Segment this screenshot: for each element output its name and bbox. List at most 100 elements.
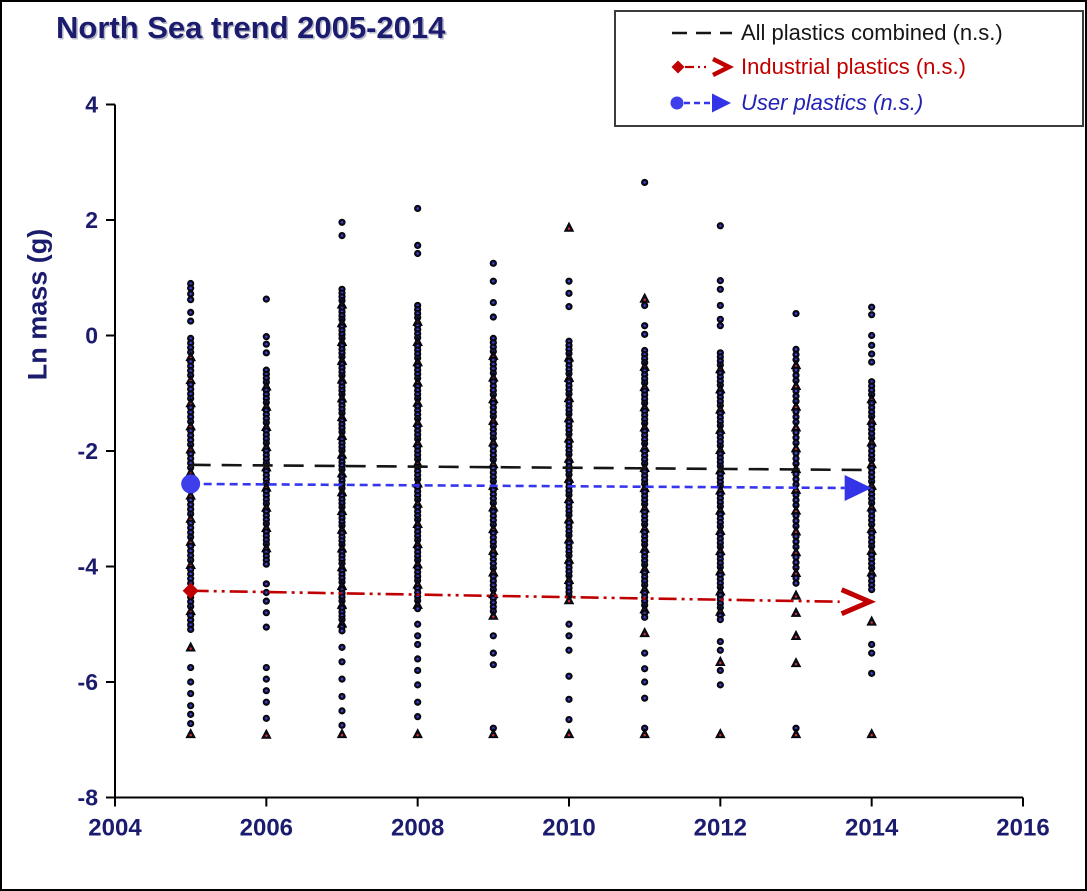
- scatter-point-circle-core: [265, 351, 268, 355]
- scatter-point-circle-core: [492, 558, 495, 561]
- scatter-point-circle-core: [189, 364, 192, 368]
- scatter-point-circle-core: [189, 545, 192, 548]
- scatter-point-circle-core: [492, 467, 495, 470]
- scatter-point-circle-core: [492, 402, 495, 405]
- scatter-point-circle-core: [492, 432, 495, 435]
- scatter-point-circle-core: [492, 493, 495, 496]
- scatter-point-circle-core: [189, 388, 192, 391]
- scatter-point-circle-core: [265, 701, 268, 704]
- scatter-point-circle-core: [870, 553, 873, 557]
- scatter-point-circle-core: [567, 649, 571, 652]
- x-tick-label: 2010: [542, 815, 595, 842]
- scatter-point-triangle: [185, 728, 196, 739]
- scatter-point-triangle-core: [719, 733, 722, 737]
- scatter-point-circle-core: [189, 526, 192, 530]
- scatter-point-circle-core: [643, 651, 646, 655]
- scatter-point-triangle-core: [643, 632, 646, 636]
- scatter-point-circle-core: [416, 643, 419, 646]
- scatter-point-circle-core: [265, 591, 268, 594]
- x-tick-label: 2004: [88, 815, 142, 842]
- scatter-point-circle-core: [794, 374, 798, 377]
- scatter-point-circle-core: [870, 497, 873, 500]
- scatter-point-circle-core: [189, 392, 192, 396]
- legend-item-user-plastics: User plastics (n.s.): [616, 88, 1078, 118]
- scatter-point-circle-core: [794, 312, 798, 315]
- scatter-point-circle-core: [416, 701, 419, 704]
- trend-line-industrial: [190, 589, 840, 604]
- scatter-point-circle-core: [189, 434, 192, 437]
- scatter-point-circle-core: [265, 599, 268, 603]
- scatter-point-circle-core: [794, 452, 798, 455]
- scatter-point-circle-core: [340, 234, 344, 237]
- scatter-point-circle-core: [719, 669, 722, 672]
- scatter-point-circle-core: [189, 704, 192, 707]
- scatter-point-circle-core: [870, 562, 873, 565]
- scatter-point-circle-core: [567, 623, 571, 626]
- scatter-point-circle-core: [492, 337, 495, 340]
- scatter-point-triangle-core: [643, 298, 646, 301]
- scatter-point-circle-core: [492, 280, 495, 283]
- scatter-point-circle-core: [492, 584, 495, 587]
- scatter-point-circle-core: [265, 582, 268, 586]
- scatter-point-circle-core: [794, 561, 798, 564]
- scatter-point-circle-core: [492, 510, 495, 513]
- scatter-point-triangle-core: [794, 612, 798, 616]
- scatter-point-circle-core: [492, 380, 495, 383]
- scatter-point-circle-core: [643, 304, 646, 307]
- scatter-point-circle-core: [416, 657, 419, 661]
- scatter-point-circle-core: [492, 384, 495, 388]
- scatter-point-circle-core: [492, 471, 495, 474]
- scatter-point-circle-core: [492, 410, 495, 414]
- trend-line-user: [190, 482, 845, 490]
- scatter-point-circle-core: [189, 503, 192, 506]
- scatter-point-circle-core: [870, 510, 873, 513]
- scatter-point-circle-core: [189, 577, 192, 580]
- scatter-point-circle-core: [794, 535, 798, 538]
- scatter-point-circle-core: [870, 423, 873, 427]
- scatter-point-circle-core: [492, 406, 495, 409]
- scatter-point-circle-core: [794, 415, 798, 419]
- scatter-point-circle-core: [643, 696, 646, 700]
- scatter-point-circle-core: [189, 549, 192, 553]
- scatter-point-triangle: [790, 728, 802, 739]
- scatter-point-circle-core: [870, 402, 873, 405]
- scatter-point-circle-core: [340, 646, 344, 649]
- scatter-point-circle-core: [643, 667, 646, 670]
- scatter-point-circle-core: [265, 297, 268, 301]
- legend-label-industrial-plastics: Industrial plastics (n.s.): [741, 54, 966, 80]
- scatter-point-circle-core: [416, 669, 419, 672]
- scatter-point-circle-core: [492, 358, 495, 362]
- scatter-point-triangle-core: [870, 621, 873, 624]
- scatter-point-triangle: [866, 728, 877, 739]
- scatter-point-circle-core: [492, 605, 495, 609]
- scatter-point-triangle: [790, 589, 802, 600]
- scatter-point-circle-core: [492, 428, 495, 431]
- scatter-point-circle-core: [416, 623, 419, 626]
- scatter-point-circle-core: [643, 616, 646, 619]
- scatter-point-circle-core: [719, 618, 722, 621]
- scatter-point-circle-core: [794, 457, 798, 460]
- scatter-point-circle-core: [870, 454, 873, 457]
- scatter-point-circle-core: [492, 536, 495, 539]
- scatter-point-circle-core: [265, 666, 268, 669]
- scatter-point-circle-core: [794, 556, 798, 559]
- scatter-point-circle-core: [870, 493, 873, 496]
- scatter-point-circle-core: [189, 692, 192, 695]
- y-tick-label: 0: [85, 323, 98, 349]
- scatter-point-circle-core: [265, 717, 268, 720]
- scatter-point-circle-core: [492, 367, 495, 370]
- scatter-point-circle-core: [719, 683, 722, 687]
- scatter-point-circle-core: [719, 640, 722, 643]
- scatter-point-circle-core: [189, 531, 192, 534]
- scatter-point-circle-core: [870, 672, 873, 675]
- scatter-point-circle-core: [189, 722, 192, 725]
- scatter-point-circle-core: [265, 611, 268, 614]
- scatter-point-circle-core: [794, 576, 798, 580]
- scatter-point-circle-core: [794, 348, 798, 351]
- scatter-point-circle-core: [794, 368, 798, 372]
- scatter-point-circle-core: [416, 634, 419, 637]
- scatter-point-circle-core: [189, 286, 192, 290]
- scatter-point-circle-core: [416, 683, 419, 687]
- scatter-point-circle-core: [794, 436, 798, 439]
- scatter-point-circle-core: [492, 497, 495, 500]
